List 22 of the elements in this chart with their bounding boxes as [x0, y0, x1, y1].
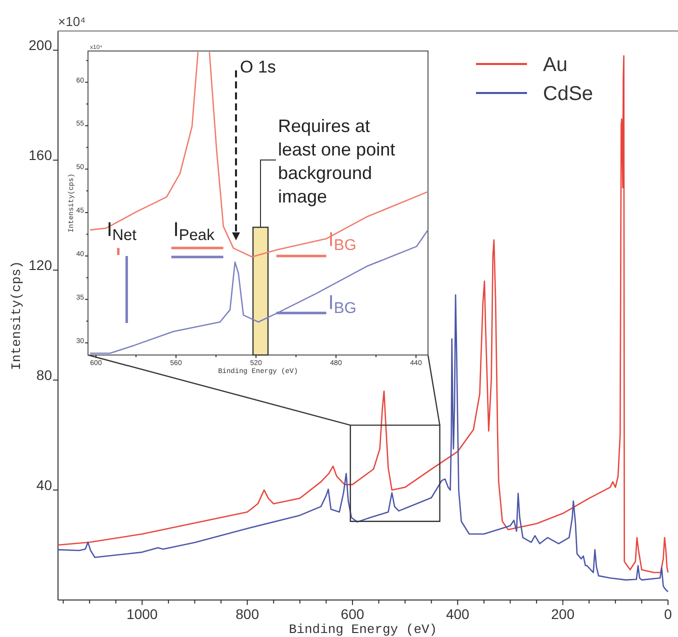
text: ×10⁴ [58, 14, 86, 29]
y-tick-label: 200 [28, 37, 52, 54]
x-axis-title: Binding Energy (eV) [288, 622, 438, 637]
annotation: I$_{Net}$ [106, 219, 138, 244]
x-tick-label: 1000 [126, 606, 158, 622]
x-tick-label: 400 [446, 606, 470, 622]
legend-label: Au [543, 54, 568, 76]
annotation: I$_{Peak}$ [173, 219, 215, 244]
x-tick-label: 200 [551, 606, 575, 622]
y-tick-label: 120 [28, 257, 52, 274]
legend-label: CdSe [543, 83, 594, 105]
y-tick-label: 40 [36, 477, 52, 494]
x-tick-label: 600 [340, 606, 364, 622]
y-tick-label: 80 [36, 367, 52, 384]
y-tick-label: 160 [28, 147, 52, 164]
y-axis-title: Intensity(cps) [9, 260, 24, 370]
x-tick-label: 0 [664, 606, 672, 622]
annotation: I$_{BG}$ [328, 292, 356, 317]
band-label: Requires at least one point background image [278, 116, 396, 206]
line-series [89, 229, 429, 354]
x-tick-label: 800 [236, 606, 260, 622]
annotation: O 1s [240, 57, 276, 76]
